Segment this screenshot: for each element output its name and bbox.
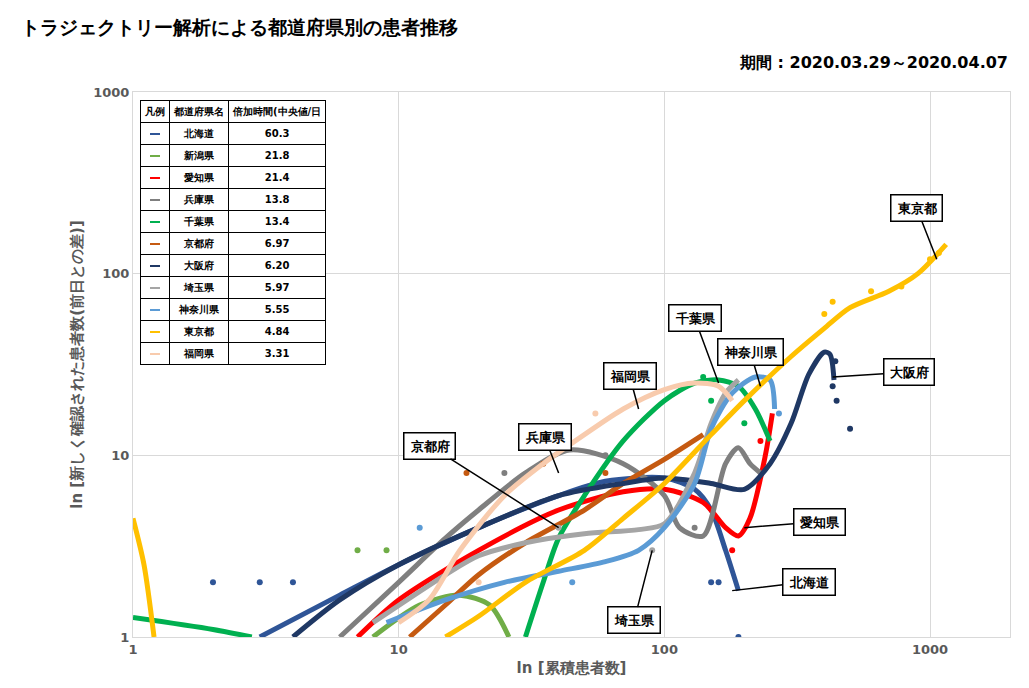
html-text:新潟県: 新潟県 [184, 149, 214, 161]
html-text:神奈川県: 神奈川県 [179, 303, 219, 315]
html-text:千葉県: 千葉県 [184, 215, 214, 227]
html-text:愛知県: 愛知県 [184, 171, 214, 183]
html-text:凡例: 凡例 [145, 105, 165, 117]
svg-text:1: 1 [128, 642, 137, 657]
html-text:5.55: 5.55 [264, 304, 290, 315]
html-text:6.97: 6.97 [264, 238, 290, 249]
svg-text:愛知県: 愛知県 [800, 515, 840, 530]
html-text:4.84: 4.84 [264, 326, 290, 337]
svg-text:兵庫県: 兵庫県 [525, 430, 566, 445]
html-text:兵庫県: 兵庫県 [184, 193, 214, 205]
svg-text:東京都: 東京都 [897, 201, 937, 216]
svg-text:神奈川県: 神奈川県 [724, 345, 778, 360]
html-text:都道府県名: 都道府県名 [174, 105, 224, 117]
svg-text:ln [累積患者数]: ln [累積患者数] [517, 659, 627, 677]
html-text:6.20: 6.20 [264, 260, 290, 271]
svg-text:大阪府: 大阪府 [890, 365, 929, 380]
svg-text:埼玉県: 埼玉県 [614, 613, 655, 628]
svg-text:トラジェクトリー解析による都道府県別の患者推移: トラジェクトリー解析による都道府県別の患者推移 [21, 16, 458, 38]
html-text:3.31: 3.31 [264, 348, 290, 359]
svg-text:100: 100 [102, 266, 129, 281]
html-text:21.8: 21.8 [264, 150, 290, 161]
html-text:21.4: 21.4 [264, 172, 290, 183]
svg-text:1000: 1000 [93, 85, 129, 100]
svg-text:1: 1 [120, 630, 129, 645]
svg-text:千葉県: 千葉県 [675, 311, 716, 326]
svg-text:10: 10 [390, 642, 408, 657]
html-text:13.4: 13.4 [264, 216, 290, 227]
svg-text:100: 100 [651, 642, 678, 657]
html-text:京都府: 京都府 [184, 237, 214, 249]
html-text:埼玉県: 埼玉県 [184, 281, 214, 293]
svg-text:福岡県: 福岡県 [610, 369, 651, 384]
html-text:5.97: 5.97 [264, 282, 290, 293]
svg-text:10: 10 [111, 448, 129, 463]
svg-text:期間 : 2020.03.29～2020.04.07: 期間 : 2020.03.29～2020.04.07 [739, 53, 1008, 72]
svg-text:1000: 1000 [912, 642, 948, 657]
svg-text:京都府: 京都府 [410, 439, 450, 454]
html-text:倍加時間(中央値/日: 倍加時間(中央値/日 [233, 105, 322, 117]
html-text:北海道: 北海道 [184, 127, 214, 139]
html-text:東京都: 東京都 [184, 325, 214, 337]
html-text:60.3: 60.3 [264, 128, 290, 139]
html-text:大阪府: 大阪府 [184, 259, 214, 271]
svg-text:ln [新しく確認された患者数(前日との差)]: ln [新しく確認された患者数(前日との差)] [68, 220, 86, 508]
html-text:福岡県: 福岡県 [184, 347, 214, 359]
html-text:13.8: 13.8 [264, 194, 290, 205]
svg-text:北海道: 北海道 [789, 575, 830, 590]
